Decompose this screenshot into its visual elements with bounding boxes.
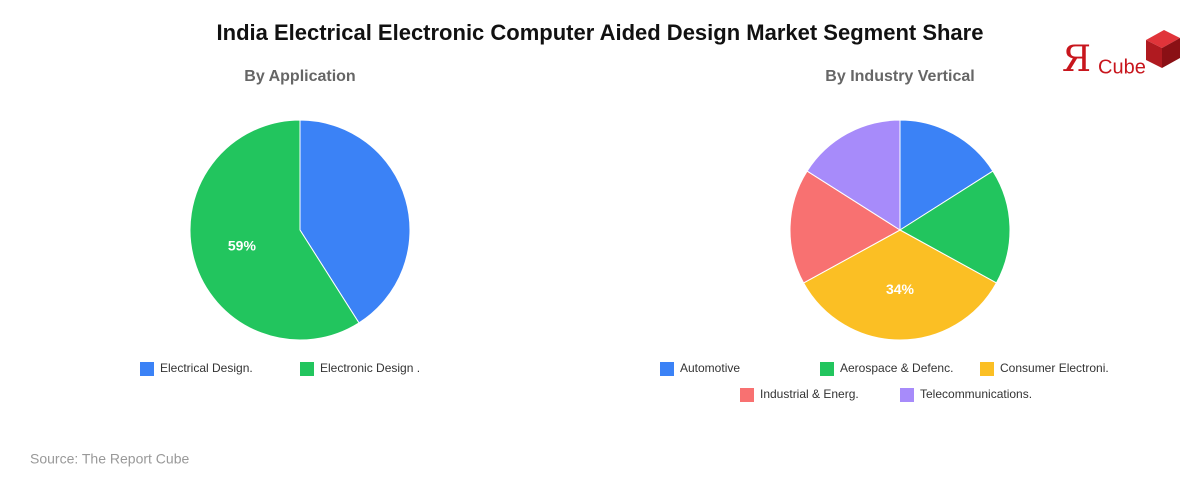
logo-mark: Я [1062,39,1091,80]
legend-label: Electronic Design . [320,361,420,375]
legend-label: Telecommunications. [920,387,1032,401]
pie-slice [806,119,901,231]
legend-label: Aerospace & Defenc. [840,361,953,375]
main-title: India Electrical Electronic Computer Aid… [217,20,984,45]
legend-swatch [660,362,674,376]
logo-text: Cube [1098,56,1146,78]
logo-cube-top [1146,30,1180,48]
legend-swatch [980,362,994,376]
legend-label: Consumer Electroni. [1000,361,1109,375]
legend-swatch [140,362,154,376]
pie-slice [802,229,998,341]
chart-subtitle: By Application [244,68,355,85]
data-label: 59% [228,238,257,254]
legend-label: Electrical Design. [160,361,253,375]
legend-swatch [900,388,914,402]
data-label: 34% [886,281,915,297]
logo: Я Cube [1062,30,1180,80]
pie-slice [299,119,411,324]
logo-cube-right [1162,38,1180,68]
source: Source: The Report Cube [30,451,189,467]
pie-slice [789,170,901,284]
legend-label: Industrial & Energ. [760,387,859,401]
pie-slice [189,119,360,341]
legend-swatch [820,362,834,376]
logo-cube-left [1146,40,1162,68]
chart-subtitle: By Industry Vertical [825,68,974,85]
legend-swatch [300,362,314,376]
pie-slice [899,170,1011,284]
pie-slice [899,119,994,231]
legend-swatch [740,388,754,402]
legend-label: Automotive [680,361,740,375]
